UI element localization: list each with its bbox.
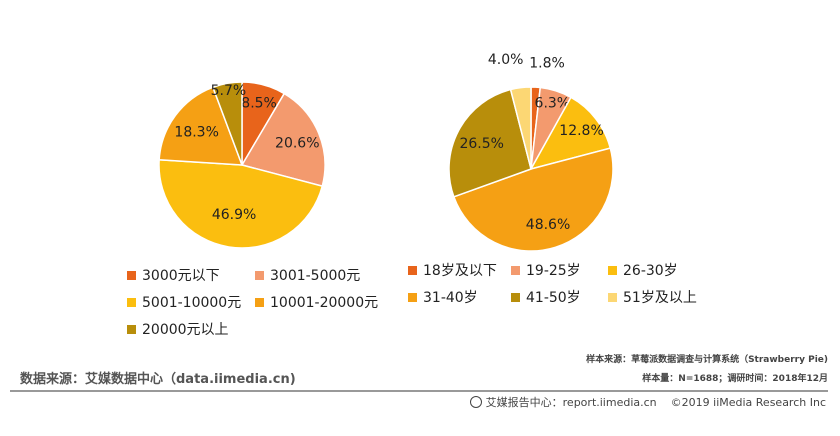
data-label: 4.0% xyxy=(488,52,524,68)
pie-slice xyxy=(240,92,326,188)
data-label: 1.8% xyxy=(529,56,565,72)
legend-label: 3001-5000元 xyxy=(270,268,361,284)
pie-slice xyxy=(158,158,324,249)
data-label: 26.5% xyxy=(459,136,503,152)
legend-item: 26-30岁 xyxy=(608,260,678,280)
legend-swatch xyxy=(127,270,136,280)
legend-label: 3000元以下 xyxy=(142,268,220,284)
report-site[interactable]: 艾媒报告中心：report.iimedia.cn xyxy=(485,396,657,409)
data-label: 18.3% xyxy=(174,124,218,140)
pie-slice xyxy=(158,86,244,166)
data-label: 8.5% xyxy=(241,96,277,112)
data-label: 20.6% xyxy=(275,135,319,151)
data-label: 12.8% xyxy=(559,123,603,139)
legend-item: 51岁及以上 xyxy=(608,287,697,307)
pie-slice xyxy=(509,86,532,170)
data-label: 6.3% xyxy=(535,96,571,112)
divider xyxy=(10,390,828,392)
sample-source: 样本来源：草莓派数据调查与计算系统（Strawberry Pie) xyxy=(586,355,828,365)
legend-label: 5001-10000元 xyxy=(142,295,242,311)
data-label: 46.9% xyxy=(212,207,256,223)
legend-label: 31-40岁 xyxy=(423,290,478,306)
legend-swatch xyxy=(608,265,617,275)
legend-label: 20000元以上 xyxy=(142,322,229,338)
copyright: ©2019 iiMedia Research Inc xyxy=(670,395,826,409)
legend-item: 20000元以上 xyxy=(127,319,229,339)
pie-slice xyxy=(448,88,532,198)
globe-icon xyxy=(469,396,482,408)
legend-swatch xyxy=(255,297,264,307)
footer-credit: 艾媒报告中心：report.iimedia.cn ©2019 iiMedia R… xyxy=(469,394,826,410)
sample-size: 样本量：N=1688；调研时间：2018年12月 xyxy=(642,374,828,384)
legend-swatch xyxy=(255,270,264,280)
legend-label: 19-25岁 xyxy=(526,263,581,279)
legend-swatch xyxy=(511,292,520,302)
data-label: 5.7% xyxy=(211,83,247,99)
legend-swatch xyxy=(127,297,136,307)
data-label: 48.6% xyxy=(526,217,570,233)
legend-item: 18岁及以下 xyxy=(408,260,497,280)
legend-item: 10001-20000元 xyxy=(255,292,378,312)
legend-item: 41-50岁 xyxy=(511,287,581,307)
legend-label: 26-30岁 xyxy=(623,263,678,279)
legend-label: 41-50岁 xyxy=(526,290,581,306)
legend-item: 19-25岁 xyxy=(511,260,581,280)
legend-label: 18岁及以下 xyxy=(423,263,497,279)
legend-swatch xyxy=(608,292,617,302)
legend-item: 5001-10000元 xyxy=(127,292,241,312)
legend-item: 31-40岁 xyxy=(408,287,478,307)
pie-slice xyxy=(211,81,243,166)
legend-label: 10001-20000元 xyxy=(270,295,379,311)
data-source: 数据来源：艾媒数据中心（data.iimedia.cn) xyxy=(20,372,296,387)
legend-item: 3000元以下 xyxy=(127,265,220,285)
legend-swatch xyxy=(511,265,520,275)
legend-swatch xyxy=(408,265,417,275)
legend-item: 3001-5000元 xyxy=(255,265,360,285)
pie-slice xyxy=(452,147,614,252)
legend-swatch xyxy=(127,324,136,334)
legend-label: 51岁及以上 xyxy=(623,290,697,306)
pie-slice xyxy=(529,96,612,171)
legend-swatch xyxy=(408,292,417,302)
